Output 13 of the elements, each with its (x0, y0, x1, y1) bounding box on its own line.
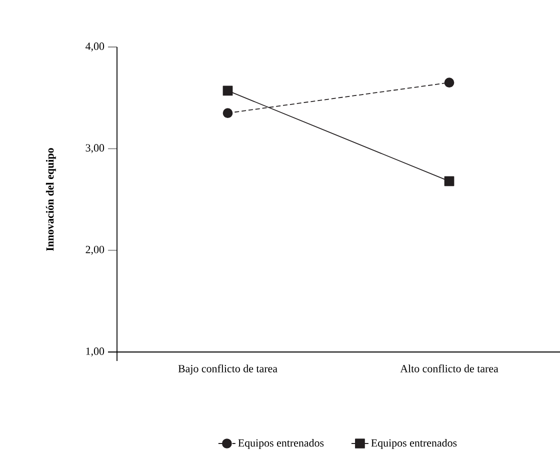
point (222, 108, 233, 118)
y-axis-title: Innovación del equipo (46, 148, 56, 251)
y-tick-label: 1,00 (86, 348, 104, 356)
y-tick-label: 3,00 (86, 144, 104, 154)
legend-label: Equipos entrenados (371, 438, 457, 449)
point (444, 176, 454, 186)
y-tick-label: 4,00 (86, 42, 104, 52)
point (222, 86, 233, 96)
point (444, 78, 454, 88)
legend-label: Equipos entrenados (238, 438, 324, 449)
x-tick-label: Bajo conflicto de tarea (178, 364, 278, 375)
y-tick-label: 2,00 (86, 246, 104, 255)
x-tick-label: Alto conflicto de tarea (400, 364, 498, 372)
